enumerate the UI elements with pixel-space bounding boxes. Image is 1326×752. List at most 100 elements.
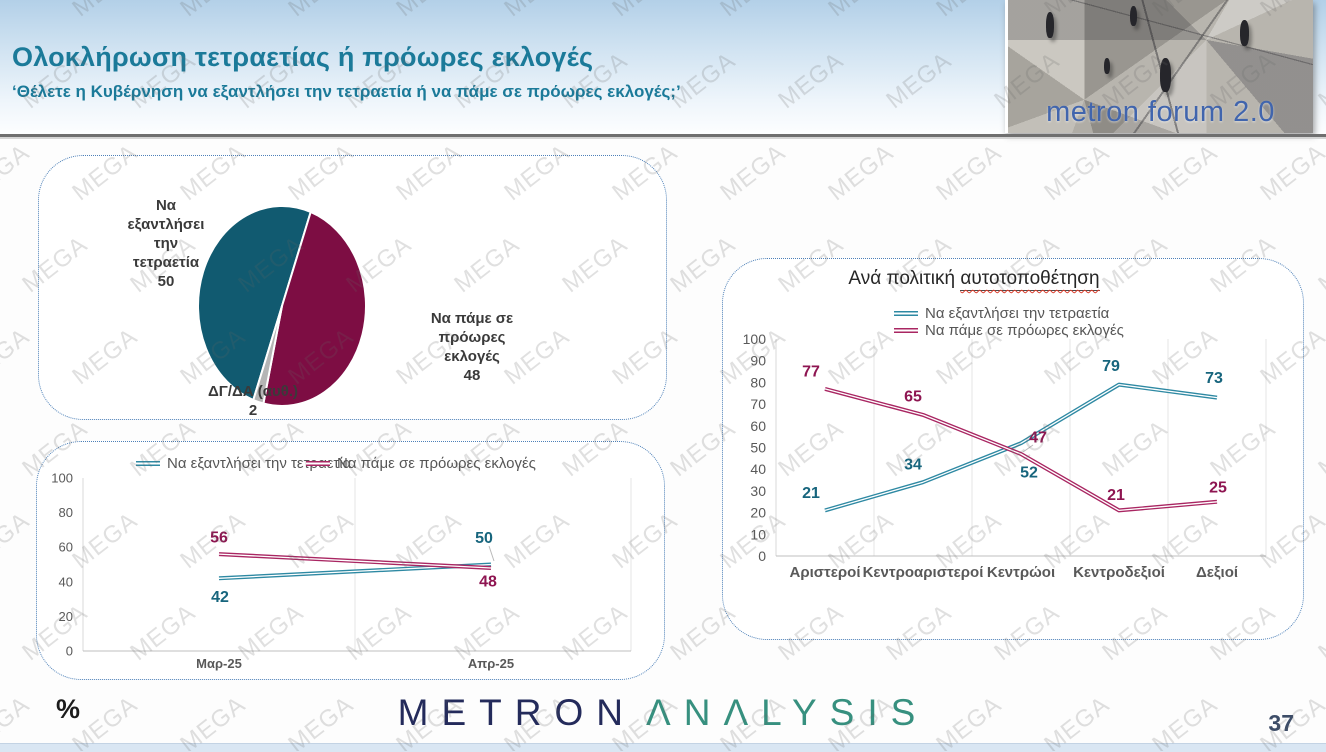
pie-slice [196, 204, 312, 401]
legend-item-exhaust-term: Να εξαντλήσει την τετραετία [136, 454, 352, 472]
data-label: 48 [479, 573, 497, 590]
legend-label: Να εξαντλήσει την τετραετία [925, 304, 1110, 322]
y-axis-tick-label: 50 [750, 440, 766, 456]
y-axis-tick-label: 80 [750, 374, 766, 390]
legend-swatch-teal [894, 310, 918, 316]
y-axis-tick-label: 30 [750, 483, 766, 499]
data-label: 21 [1107, 487, 1125, 504]
watermark-text: MEGA [1255, 138, 1326, 207]
spellcheck-underline: αυτοτοποθέτηση [960, 268, 1100, 291]
watermark-text: MEGA [931, 690, 1007, 751]
legend-label: Να πάμε σε πρόωρες εκλογές [925, 321, 1124, 339]
person-silhouette [1130, 6, 1137, 26]
breakdown-title-underlined: αυτοτοποθέτηση [960, 268, 1100, 291]
pie-slice-label: ΔΓ/ΔΑ (αυθ.) 2 [208, 383, 298, 419]
watermark-text: MEGA [0, 506, 35, 575]
logo-photo-mosaic [1008, 0, 1313, 133]
legend-item-exhaust-term: Να εξαντλήσει την τετραετία [894, 304, 1110, 322]
breakdown-title: Ανά πολιτική αυτοτοποθέτηση [723, 268, 1225, 291]
x-axis-category-label: Μαρ-25 [196, 656, 242, 671]
watermark-text: MEGA [1313, 414, 1326, 483]
series-line-highlight [218, 553, 492, 569]
watermark-text: MEGA [1147, 690, 1223, 751]
label-leader-line [1022, 444, 1034, 453]
data-label: 34 [904, 457, 922, 474]
data-label: 42 [211, 589, 229, 606]
watermark-text: MEGA [1039, 138, 1115, 207]
bottom-strip [0, 743, 1326, 752]
watermark-text: MEGA [1313, 598, 1326, 667]
page-title: Ολοκλήρωση τετραετίας ή πρόωρες εκλογές [12, 42, 594, 72]
header-separator [0, 134, 1326, 137]
brand-analysis: ΛNΛLYSIS [646, 692, 929, 733]
y-axis-tick-label: 40 [59, 574, 73, 589]
y-axis-tick-label: 90 [750, 353, 766, 369]
data-label: 25 [1209, 479, 1227, 496]
data-label: 73 [1205, 370, 1223, 387]
x-axis-category-label: Αριστεροί [790, 564, 861, 581]
legend-label: Να πάμε σε πρόωρες εκλογές [337, 454, 536, 472]
y-axis-tick-label: 100 [743, 331, 767, 347]
watermark-text: MEGA [283, 690, 359, 751]
y-axis-tick-label: 0 [758, 548, 766, 564]
series-line-highlight [824, 388, 1218, 512]
pie-slice [262, 211, 368, 407]
data-label: 77 [802, 363, 820, 380]
data-label: 79 [1102, 358, 1120, 375]
metron-forum-logo: metron forum 2.0 [1005, 0, 1313, 133]
y-axis-tick-label: 80 [59, 505, 73, 520]
trend-chart-panel: Να εξαντλήσει την τετραετία Να πάμε σε π… [36, 441, 665, 680]
pie-chart [196, 204, 368, 407]
pie-slice-label: Να εξαντλήσει την τετραετία 50 [127, 197, 205, 290]
x-axis-category-label: Απρ-25 [468, 656, 514, 671]
legend-item-early-elections: Να πάμε σε πρόωρες εκλογές [306, 454, 536, 472]
breakdown-chart-panel: Ανά πολιτική αυτοτοποθέτηση Να εξαντλήσε… [722, 258, 1304, 640]
watermark-text: MEGA [823, 138, 899, 207]
y-axis-tick-label: 20 [750, 505, 766, 521]
watermark-text: MEGA [1039, 690, 1115, 751]
legend-swatch-crimson [306, 460, 330, 466]
watermark-text: MEGA [0, 322, 35, 391]
legend-swatch-teal [136, 460, 160, 466]
watermark-text: MEGA [175, 690, 251, 751]
y-axis-tick-label: 60 [59, 540, 73, 555]
series-line-highlight [824, 383, 1218, 512]
y-axis-tick-label: 70 [750, 396, 766, 412]
watermark-text: MEGA [0, 138, 35, 207]
data-label: 65 [904, 388, 922, 405]
x-axis-category-label: Δεξιοί [1196, 564, 1238, 581]
x-axis-category-label: Κεντροδεξιοί [1073, 564, 1165, 581]
label-leader-line [488, 545, 495, 562]
breakdown-title-plain: Ανά πολιτική [848, 268, 961, 289]
breakdown-line-chart: 0 10 20 30 40 50 60 70 80 90 100 Αριστεροί Κεντροαρι… [743, 331, 1267, 581]
y-axis-tick-label: 0 [66, 644, 73, 659]
trend-line-chart: 0 20 40 60 80 100 Μαρ-25 Απρ-25 42 50 56 48 [51, 471, 632, 671]
person-silhouette [1104, 58, 1110, 74]
data-label: 21 [802, 485, 820, 502]
survey-question-subtitle: ‘Θέλετε η Κυβέρνηση να εξαντλήσει την τε… [12, 82, 681, 101]
logo-text: metron forum 2.0 [1046, 96, 1275, 128]
pie-slice [252, 305, 283, 405]
y-axis-tick-label: 60 [750, 418, 766, 434]
legend-item-early-elections: Να πάμε σε πρόωρες εκλογές [894, 321, 1124, 339]
person-silhouette [1240, 20, 1249, 46]
data-label: 52 [1020, 465, 1038, 482]
pie-slice-label: Να πάμε σε πρόωρες εκλογές 48 [430, 310, 514, 384]
x-axis-category-label: Κεντροαριστεροί [863, 564, 984, 581]
person-silhouette [1160, 58, 1171, 92]
brand-metron: METRON [397, 692, 637, 733]
watermark-text: MEGA [0, 690, 35, 751]
y-axis-tick-label: 100 [51, 471, 73, 486]
watermark-text: MEGA [1313, 230, 1326, 299]
person-silhouette [1046, 12, 1054, 38]
x-axis-category-label: Κεντρώοι [987, 564, 1055, 581]
data-label: 56 [210, 530, 228, 547]
data-label: 47 [1029, 430, 1047, 447]
pie-chart-panel: Να εξαντλήσει την τετραετία 50 Να πάμε σε πρόω… [38, 155, 667, 420]
data-label: 50 [475, 530, 493, 547]
watermark-text: MEGA [931, 138, 1007, 207]
legend-label: Να εξαντλήσει την τετραετία [167, 454, 352, 472]
percent-note: % [56, 694, 81, 724]
legend-swatch-crimson [894, 327, 918, 333]
y-axis-tick-label: 40 [750, 461, 766, 477]
